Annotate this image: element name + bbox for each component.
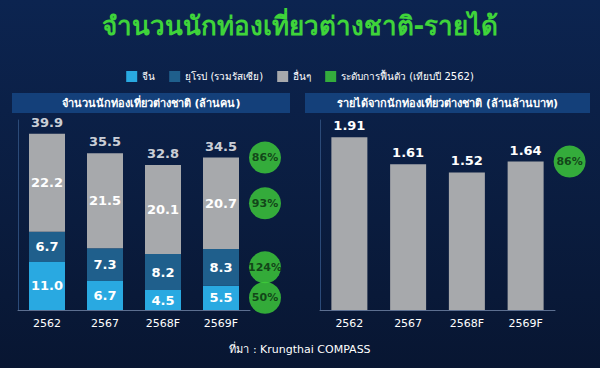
svg-text:6.7: 6.7 bbox=[35, 239, 58, 254]
svg-text:34.5: 34.5 bbox=[205, 139, 237, 154]
svg-text:22.2: 22.2 bbox=[31, 175, 63, 190]
svg-text:ที่มา : Krungthai COMPASS: ที่มา : Krungthai COMPASS bbox=[229, 341, 370, 356]
svg-text:6.7: 6.7 bbox=[93, 288, 116, 303]
svg-text:2562: 2562 bbox=[335, 317, 363, 330]
svg-text:50%: 50% bbox=[252, 291, 278, 304]
svg-text:21.5: 21.5 bbox=[89, 193, 121, 208]
svg-text:2569F: 2569F bbox=[508, 317, 542, 330]
svg-text:1.91: 1.91 bbox=[333, 118, 365, 133]
svg-text:2567: 2567 bbox=[91, 317, 119, 330]
svg-text:4.5: 4.5 bbox=[151, 293, 174, 308]
svg-text:39.9: 39.9 bbox=[31, 115, 63, 130]
svg-text:2568F: 2568F bbox=[450, 317, 484, 330]
svg-text:จำนวนนักท่องเที่ยวต่างชาติ (ล้: จำนวนนักท่องเที่ยวต่างชาติ (ล้านคน) bbox=[62, 95, 241, 110]
svg-text:32.8: 32.8 bbox=[147, 146, 179, 161]
svg-text:20.1: 20.1 bbox=[147, 202, 179, 217]
svg-text:2568F: 2568F bbox=[146, 317, 180, 330]
svg-text:8.3: 8.3 bbox=[209, 260, 232, 275]
svg-text:86%: 86% bbox=[556, 155, 582, 168]
svg-text:จำนวนนักท่องเที่ยวต่างชาติ-ราย: จำนวนนักท่องเที่ยวต่างชาติ-รายได้ bbox=[102, 7, 499, 41]
svg-text:20.7: 20.7 bbox=[205, 196, 237, 211]
svg-text:35.5: 35.5 bbox=[89, 134, 121, 149]
svg-text:จีน: จีน bbox=[142, 71, 155, 82]
svg-text:ยุโรป (รวมรัสเซีย): ยุโรป (รวมรัสเซีย) bbox=[185, 70, 263, 83]
svg-text:รายได้จากนักท่องเที่ยวต่างชาติ: รายได้จากนักท่องเที่ยวต่างชาติ (ล้านล้าน… bbox=[337, 95, 558, 110]
svg-text:5.5: 5.5 bbox=[209, 290, 232, 305]
svg-text:8.2: 8.2 bbox=[151, 265, 174, 280]
svg-text:11.0: 11.0 bbox=[31, 278, 63, 293]
svg-text:2567: 2567 bbox=[394, 317, 422, 330]
svg-text:93%: 93% bbox=[252, 197, 278, 210]
svg-text:อื่นๆ: อื่นๆ bbox=[293, 69, 311, 82]
svg-text:2562: 2562 bbox=[33, 317, 61, 330]
svg-text:1.64: 1.64 bbox=[510, 143, 542, 158]
svg-text:ระดับการฟื้นตัว (เทียบปี 2562): ระดับการฟื้นตัว (เทียบปี 2562) bbox=[341, 69, 474, 82]
svg-text:124%: 124% bbox=[248, 261, 282, 274]
svg-text:2569F: 2569F bbox=[204, 317, 238, 330]
svg-text:86%: 86% bbox=[252, 151, 278, 164]
svg-text:1.52: 1.52 bbox=[451, 153, 483, 168]
svg-text:7.3: 7.3 bbox=[93, 257, 116, 272]
svg-text:1.61: 1.61 bbox=[392, 145, 424, 160]
